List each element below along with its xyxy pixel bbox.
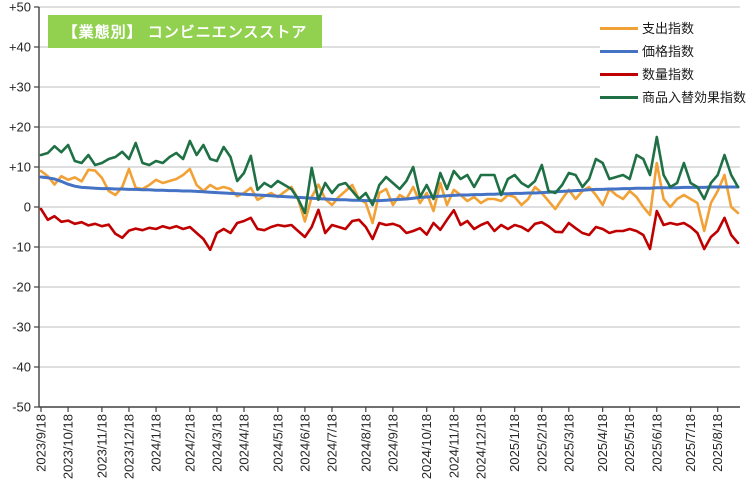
x-tick-label: 2025/5/18	[622, 414, 637, 472]
x-tick-label: 2023/12/18	[121, 414, 136, 479]
x-tick-label: 2023/11/18	[94, 414, 109, 478]
y-tick-label: +30	[9, 80, 31, 95]
legend-item-price-index: 価格指数	[600, 40, 746, 63]
x-tick-label: 2024/9/18	[385, 414, 400, 472]
x-tick-label: 2024/2/18	[182, 414, 197, 472]
x-tick-label: 2025/4/18	[595, 414, 610, 472]
x-tick-label: 2024/7/18	[324, 414, 339, 472]
x-tick-label: 2024/4/18	[237, 414, 252, 472]
y-tick-label: -50	[12, 400, 31, 415]
legend-item-product-replacement-effect-index: 商品入替効果指数	[600, 86, 746, 109]
x-tick-label: 2024/8/18	[358, 414, 373, 472]
x-tick-label: 2024/11/18	[446, 414, 461, 478]
series-line-支出指数	[39, 161, 740, 233]
y-tick-label: -40	[12, 360, 31, 375]
series-line-価格指数	[39, 175, 740, 203]
legend-item-expenditure-index: 支出指数	[600, 17, 746, 40]
x-tick-label: 2025/6/18	[649, 414, 664, 472]
chart-title: 【業態別】 コンビニエンスストア	[62, 24, 308, 41]
y-tick-label: +50	[9, 0, 31, 15]
x-tick-label: 2025/8/18	[710, 414, 725, 472]
series-line-数量指数	[39, 207, 740, 252]
series-line-商品入替効果指数	[39, 135, 740, 215]
x-tick-label: 2024/10/18	[419, 414, 434, 479]
x-tick-label: 2023/10/18	[61, 414, 76, 479]
legend-line-swatch	[600, 27, 638, 30]
legend-label: 数量指数	[642, 67, 695, 82]
y-tick-label: +20	[9, 120, 31, 135]
x-tick-label: 2025/7/18	[683, 414, 698, 472]
legend-label: 支出指数	[642, 21, 695, 36]
x-tick-label: 2025/3/18	[561, 414, 576, 472]
x-tick-label: 2025/1/18	[507, 414, 522, 472]
x-tick-label: 2024/3/18	[209, 414, 224, 472]
legend-label: 商品入替効果指数	[642, 90, 746, 105]
chart-title-box: 【業態別】 コンビニエンスストア	[48, 15, 322, 48]
legend-label: 価格指数	[642, 44, 695, 59]
x-tick-label: 2024/1/18	[149, 414, 164, 472]
x-tick-label: 2024/6/18	[297, 414, 312, 472]
legend: 支出指数 価格指数 数量指数 商品入替効果指数	[600, 17, 746, 109]
legend-line-swatch	[600, 50, 638, 53]
y-tick-label: 0	[24, 200, 31, 215]
legend-item-quantity-index: 数量指数	[600, 63, 746, 86]
x-tick-label: 2024/12/18	[473, 414, 488, 479]
y-tick-label: -10	[12, 240, 31, 255]
y-tick-label: +10	[9, 160, 31, 175]
legend-line-swatch	[600, 96, 638, 99]
x-tick-label: 2024/5/18	[270, 414, 285, 472]
x-tick-label: 2023/9/18	[34, 414, 49, 472]
legend-line-swatch	[600, 73, 638, 76]
y-tick-label: +40	[9, 40, 31, 55]
y-tick-label: -20	[12, 280, 31, 295]
y-tick-label: -30	[12, 320, 31, 335]
x-tick-label: 2025/2/18	[534, 414, 549, 472]
